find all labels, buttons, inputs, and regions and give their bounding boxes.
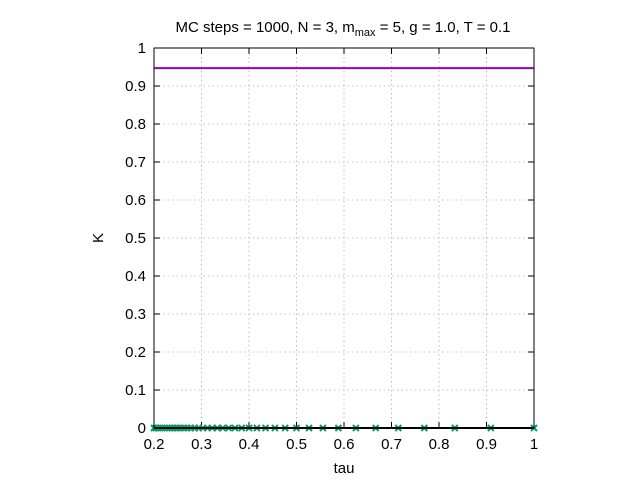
- x-tick-label: 0.9: [476, 436, 497, 453]
- y-axis-label: K: [90, 233, 107, 243]
- y-tick-label: 0.3: [125, 306, 146, 323]
- x-tick-label: 0.5: [286, 436, 307, 453]
- x-tick-label: 0.4: [239, 436, 260, 453]
- y-tick-label: 0.1: [125, 382, 146, 399]
- y-tick-label: 0.6: [125, 192, 146, 209]
- y-tick-label: 0: [138, 420, 146, 437]
- x-tick-label: 0.6: [334, 436, 355, 453]
- y-tick-label: 0.5: [125, 230, 146, 247]
- x-tick-label: 1: [530, 436, 538, 453]
- y-tick-label: 0.9: [125, 78, 146, 95]
- y-tick-label: 1: [138, 40, 146, 57]
- plot-frame: [153, 47, 535, 429]
- grid: [154, 48, 534, 428]
- y-tick-label: 0.8: [125, 116, 146, 133]
- axis-ticks: 0 0.1 0.2 0.3 0.4 0.5 0.6 0.7 0.8 0.9 1 0.2 0.3 0.4 0.…: [125, 40, 538, 453]
- chart-title-text: MC steps = 1000, N = 3, m: [176, 19, 355, 36]
- x-axis-label: tau: [334, 460, 355, 477]
- chart-title: MC steps = 1000, N = 3, mmax = 5, g = 1.…: [176, 19, 511, 39]
- y-tick-label: 0.7: [125, 154, 146, 171]
- y-tick-label: 0.4: [125, 268, 146, 285]
- chart-title-text-end: = 5, g = 1.0, T = 0.1: [376, 19, 511, 36]
- x-tick-label: 0.3: [191, 436, 212, 453]
- chart-title-subscript: max: [355, 27, 376, 39]
- x-tick-label: 0.8: [429, 436, 450, 453]
- x-tick-label: 0.2: [144, 436, 165, 453]
- x-tick-label: 0.7: [381, 436, 402, 453]
- y-tick-label: 0.2: [125, 344, 146, 361]
